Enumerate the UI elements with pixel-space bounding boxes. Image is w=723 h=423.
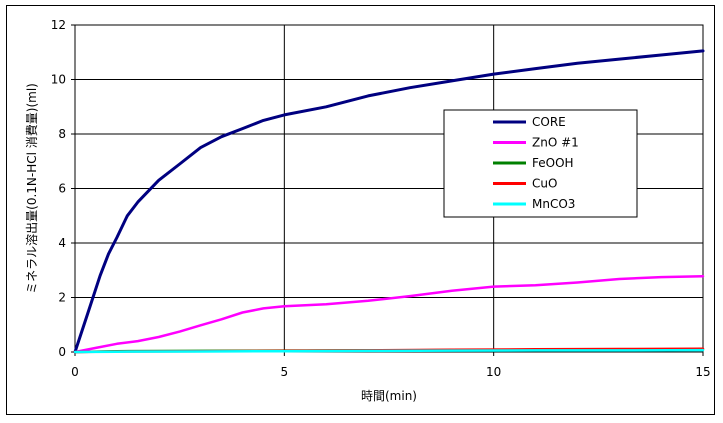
y-tick-label: 6 xyxy=(58,182,66,196)
legend xyxy=(443,109,638,218)
x-tick-label: 10 xyxy=(486,365,501,379)
y-tick-label: 2 xyxy=(58,291,66,305)
series-line-zno-1 xyxy=(73,274,705,354)
legend-label: FeOOH xyxy=(532,156,574,170)
legend-label: CORE xyxy=(532,115,566,129)
legend-label: ZnO #1 xyxy=(532,136,579,150)
x-tick-label: 15 xyxy=(695,365,710,379)
y-tick-label: 8 xyxy=(58,127,66,141)
y-tick-label: 12 xyxy=(51,18,66,32)
legend-label: MnCO3 xyxy=(532,197,575,211)
x-tick-label: 5 xyxy=(281,365,289,379)
legend-label: CuO xyxy=(532,177,557,191)
x-tick-label: 0 xyxy=(71,365,79,379)
y-tick-label: 4 xyxy=(58,236,66,250)
y-tick-label: 10 xyxy=(51,73,66,87)
series-line-core xyxy=(73,49,705,354)
x-axis-title: 時間(min) xyxy=(361,389,417,403)
y-axis-title: ミネラル溶出量(0.1N-HCl 消費量)(ml) xyxy=(24,83,39,294)
series-line-mnco3 xyxy=(73,348,705,354)
y-tick-label: 0 xyxy=(58,345,66,359)
